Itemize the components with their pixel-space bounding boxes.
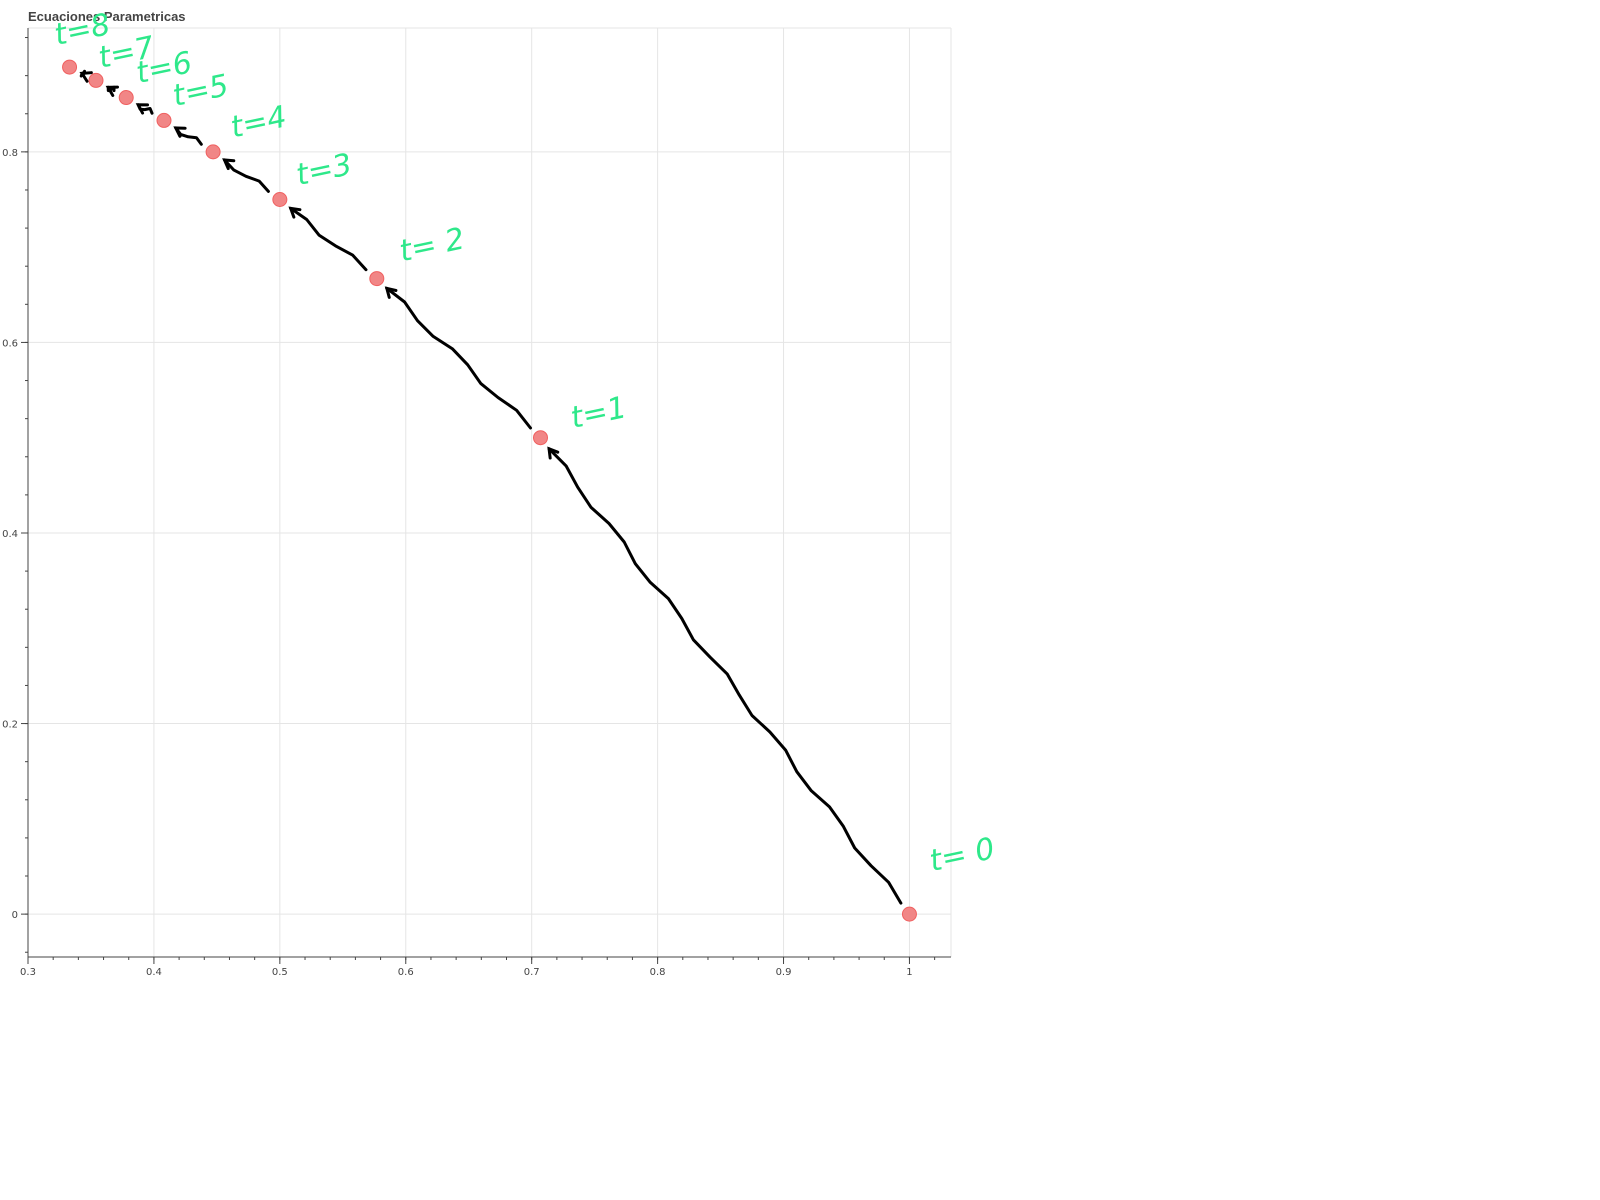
arrow-stroke	[547, 447, 903, 905]
data-point[interactable]	[88, 72, 104, 88]
data-point[interactable]	[369, 271, 385, 287]
x-tick-label: 0.7	[524, 967, 540, 978]
y-tick-label: 0	[12, 910, 18, 921]
data-point[interactable]	[62, 59, 78, 75]
arrow-head	[79, 71, 93, 83]
hand-drawn-arrows	[79, 69, 903, 905]
annotation-label: t=4	[228, 100, 290, 146]
y-tick-label: 0.6	[2, 338, 18, 349]
x-tick-label: 0.6	[398, 967, 414, 978]
axes: 0.3 0.4 0.5 0.6 0.7 0.8 0.9 1 0 0.2 0.4 0.6 0.8	[2, 28, 951, 978]
arrow-head	[288, 206, 302, 219]
y-tick-label: 0.2	[2, 720, 18, 731]
data-point[interactable]	[118, 90, 134, 106]
arrow-head	[384, 286, 398, 299]
chart-title: Ecuaciones Parametricas	[28, 9, 186, 24]
x-tick-label: 0.4	[146, 967, 162, 978]
data-points	[62, 59, 917, 922]
arrow-head	[105, 85, 119, 97]
data-point[interactable]	[272, 192, 288, 208]
y-tick-label: 0.4	[2, 529, 18, 540]
data-point[interactable]	[901, 906, 917, 922]
x-tick-label: 1	[906, 967, 912, 978]
annotation-label: t=3	[293, 147, 355, 193]
arrow-head	[135, 103, 150, 115]
arrow-stroke	[385, 286, 532, 430]
grid-lines	[28, 27, 952, 957]
arrow-head	[222, 158, 236, 171]
annotation-label: t=1	[568, 390, 630, 436]
data-point[interactable]	[156, 112, 172, 128]
arrow-stroke	[223, 158, 270, 193]
data-point[interactable]	[532, 430, 548, 446]
annotation-label: t= 2	[396, 221, 467, 269]
annotation-label: t= 0	[926, 831, 997, 879]
arrow-stroke	[289, 206, 368, 272]
data-point[interactable]	[205, 144, 221, 160]
arrow-head	[547, 446, 560, 460]
x-tick-label: 0.8	[650, 967, 666, 978]
y-tick-label: 0.8	[2, 148, 18, 159]
x-tick-label: 0.5	[272, 967, 288, 978]
arrow-head	[173, 126, 187, 138]
x-tick-label: 0.9	[776, 967, 792, 978]
x-tick-label: 0.3	[20, 967, 36, 978]
